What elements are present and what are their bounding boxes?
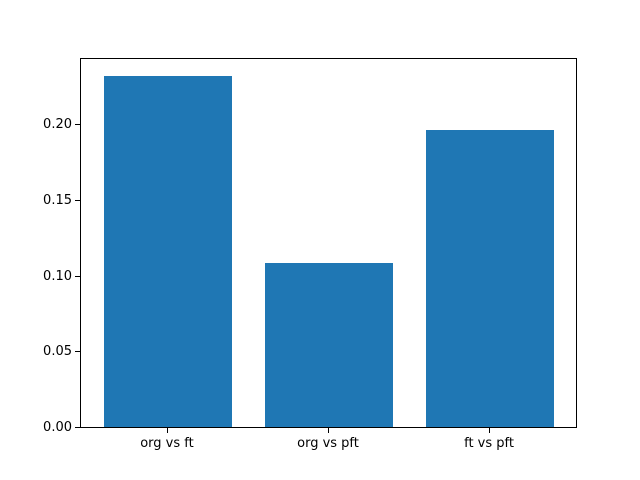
y-tick-mark xyxy=(75,199,80,201)
plot-area xyxy=(80,58,577,428)
y-tick-label: 0.15 xyxy=(43,192,72,208)
bar-org-vs-pft xyxy=(264,263,394,427)
x-tick-label: org vs pft xyxy=(297,436,359,451)
x-tick-label: org vs ft xyxy=(140,436,194,451)
x-tick-mark xyxy=(328,428,329,433)
bar-ft-vs-pft xyxy=(425,130,555,427)
y-tick-mark xyxy=(75,427,80,428)
y-tick-label: 0.05 xyxy=(43,344,72,360)
y-tick-label: 0.00 xyxy=(43,420,72,435)
bar-org-vs-ft xyxy=(103,75,233,427)
y-tick-mark xyxy=(75,275,80,277)
x-tick-label: ft vs pft xyxy=(464,436,514,451)
x-tick-mark xyxy=(166,428,168,433)
y-tick-mark xyxy=(75,351,80,353)
x-tick-mark xyxy=(489,428,491,433)
y-tick-label: 0.20 xyxy=(43,117,72,133)
y-tick-mark xyxy=(75,124,80,126)
y-tick-label: 0.10 xyxy=(43,268,72,284)
